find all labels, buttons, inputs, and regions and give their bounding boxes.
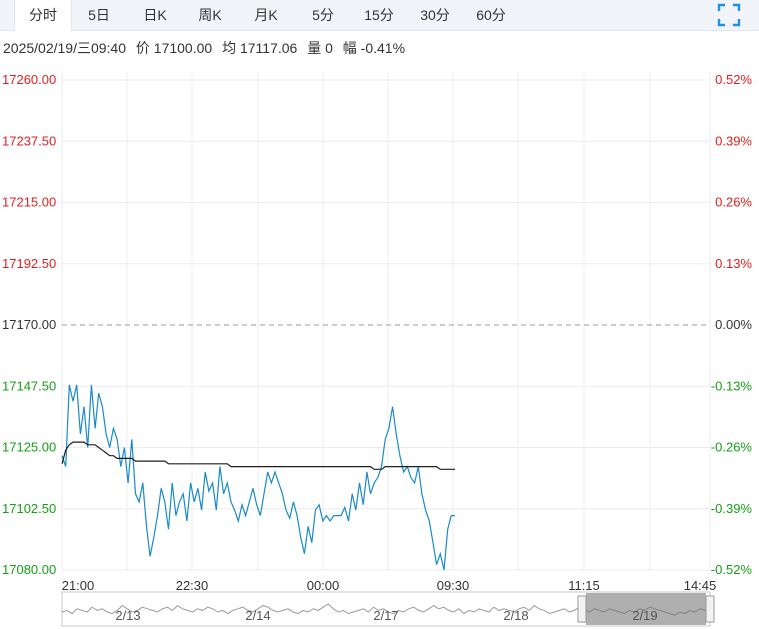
navigator-date-label: 2/17	[373, 608, 398, 623]
x-tick-label: 09:30	[437, 578, 470, 593]
y-pct-label: 0.26%	[715, 195, 752, 210]
tab-4[interactable]: 周K	[198, 7, 222, 23]
info-change: 幅 -0.41%	[342, 40, 406, 56]
tab-6[interactable]: 5分	[312, 7, 334, 23]
navigator-date-label: 2/19	[632, 608, 657, 623]
navigator-date-label: 2/14	[245, 608, 270, 623]
tab-9[interactable]: 60分	[476, 7, 506, 23]
y-tick-label: 17260.00	[2, 72, 56, 87]
y-tick-label: 17102.50	[2, 501, 56, 516]
y-pct-label: -0.13%	[711, 378, 753, 393]
navigator-date-label: 2/13	[115, 608, 140, 623]
fullscreen-icon[interactable]	[716, 2, 742, 28]
price-line	[61, 384, 455, 571]
x-tick-label: 00:00	[307, 578, 340, 593]
y-tick-label: 17080.00	[2, 562, 56, 577]
y-pct-label: 0.52%	[715, 72, 752, 87]
y-tick-label: 17147.50	[2, 378, 56, 393]
y-tick-label: 17170.00	[2, 317, 56, 332]
x-tick-label: 14:45	[684, 578, 717, 593]
intraday-chart[interactable]: 17260.00 0.52% 17237.50 0.39% 17215.00 0.26% 1…	[0, 60, 759, 629]
y-pct-label: -0.39%	[711, 501, 753, 516]
info-price: 价 17100.00	[135, 40, 213, 56]
info-average: 均 17117.06	[222, 40, 298, 56]
period-tab-bar: 分时 5日 日K 周K 月K 5分 15分 30分 60分	[0, 0, 759, 31]
x-tick-label: 22:30	[176, 578, 209, 593]
x-tick-label: 21:00	[62, 578, 95, 593]
y-tick-label: 17215.00	[2, 195, 56, 210]
quote-info-bar: 2025/02/19/三09:40 价 17100.00 均 17117.06 …	[3, 38, 411, 58]
tab-7[interactable]: 15分	[364, 7, 394, 23]
y-tick-label: 17125.00	[2, 440, 56, 455]
y-pct-label: -0.52%	[711, 562, 753, 577]
navigator-date-label: 2/18	[503, 608, 528, 623]
average-line	[61, 441, 455, 470]
tab-2[interactable]: 5日	[88, 7, 110, 23]
y-pct-label: 0.00%	[715, 317, 752, 332]
y-pct-label: -0.26%	[711, 440, 753, 455]
tab-1[interactable]: 分时	[14, 0, 72, 31]
tab-8[interactable]: 30分	[420, 7, 450, 23]
info-datetime: 2025/02/19/三09:40	[3, 40, 126, 56]
y-pct-label: 0.39%	[715, 133, 752, 148]
tab-5[interactable]: 月K	[254, 7, 278, 23]
y-pct-label: 0.13%	[715, 256, 752, 271]
y-tick-label: 17192.50	[2, 256, 56, 271]
navigator-right-handle[interactable]	[705, 595, 715, 623]
navigator-left-handle[interactable]	[577, 595, 587, 623]
y-tick-label: 17237.50	[2, 133, 56, 148]
info-volume: 量 0	[307, 40, 333, 56]
navigator-selection[interactable]	[586, 593, 706, 625]
tab-3[interactable]: 日K	[143, 7, 167, 23]
x-tick-label: 11:15	[568, 578, 600, 593]
